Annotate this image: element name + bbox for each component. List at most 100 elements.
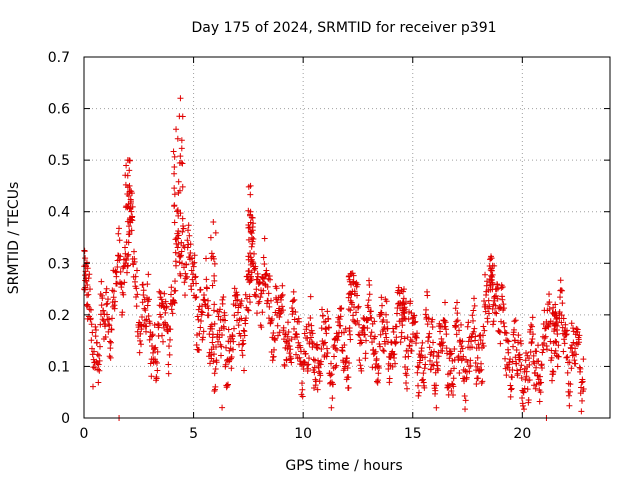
data-point [172,258,179,265]
data-point [382,330,389,337]
data-point [204,285,211,292]
data-point [119,309,126,316]
data-point [159,332,166,339]
data-point [279,303,286,310]
data-point [326,324,333,331]
data-point [482,271,489,278]
data-point [295,339,302,346]
data-point [462,406,469,413]
data-point [85,291,92,298]
data-point [138,341,145,348]
data-point [94,339,101,346]
data-point [120,263,127,270]
data-point [193,293,200,300]
data-point [478,360,485,367]
data-point [487,281,494,288]
data-point [316,368,323,375]
data-point [415,392,422,399]
data-point [262,281,269,288]
data-point [390,329,397,336]
data-point [528,339,535,346]
data-point [278,292,285,299]
data-point [467,357,474,364]
data-point [188,286,195,293]
data-point [355,331,362,338]
data-point [224,382,231,389]
data-point [560,315,567,322]
data-point [223,344,230,351]
data-point [449,380,456,387]
data-point [249,238,256,245]
data-point [362,350,369,357]
data-point [192,273,199,280]
data-point [521,406,528,413]
data-point [294,333,301,340]
data-point [193,280,200,287]
data-point [107,338,114,345]
data-point [96,367,103,374]
data-point [418,345,425,352]
data-point [563,331,570,338]
data-point [250,236,257,243]
data-point [450,392,457,399]
data-point [222,317,229,324]
data-point [446,382,453,389]
data-point [104,311,111,318]
data-point [570,325,577,332]
data-point [241,332,248,339]
data-point [131,258,138,265]
data-point [347,307,354,314]
data-point [221,312,228,319]
data-point [126,205,133,212]
data-point [301,330,308,337]
data-point [203,276,210,283]
data-point [566,402,573,409]
data-point [421,384,428,391]
data-point [103,285,110,292]
data-point [433,359,440,366]
data-point [81,248,88,255]
data-point [459,338,466,345]
data-point [560,348,567,355]
data-point [248,276,255,283]
data-point [544,346,551,353]
data-point [86,271,93,278]
data-point [175,235,182,242]
data-point [441,317,448,324]
data-point [573,325,580,332]
data-point [481,327,488,334]
data-point [103,289,110,296]
data-point [123,257,130,264]
data-point [83,259,90,266]
data-point [566,359,573,366]
data-point [276,314,283,321]
data-point [260,254,267,261]
data-point [327,372,334,379]
data-point [225,326,232,333]
y-tick-label: 0 [61,411,70,427]
data-point [109,315,116,322]
data-point [154,359,161,366]
data-point [296,354,303,361]
data-point [401,335,408,342]
data-point [508,386,515,393]
data-point [406,343,413,350]
data-point [98,302,105,309]
data-point [411,312,418,319]
data-point [435,353,442,360]
data-point [285,319,292,326]
data-point [337,313,344,320]
data-point [106,322,113,329]
data-point [134,291,141,298]
data-point [218,343,225,350]
data-point [538,379,545,386]
data-point [207,360,214,367]
data-point [451,345,458,352]
data-point [553,339,560,346]
data-point [358,367,365,374]
data-point [526,377,533,384]
data-point [527,348,534,355]
data-point [426,344,433,351]
data-point [152,344,159,351]
